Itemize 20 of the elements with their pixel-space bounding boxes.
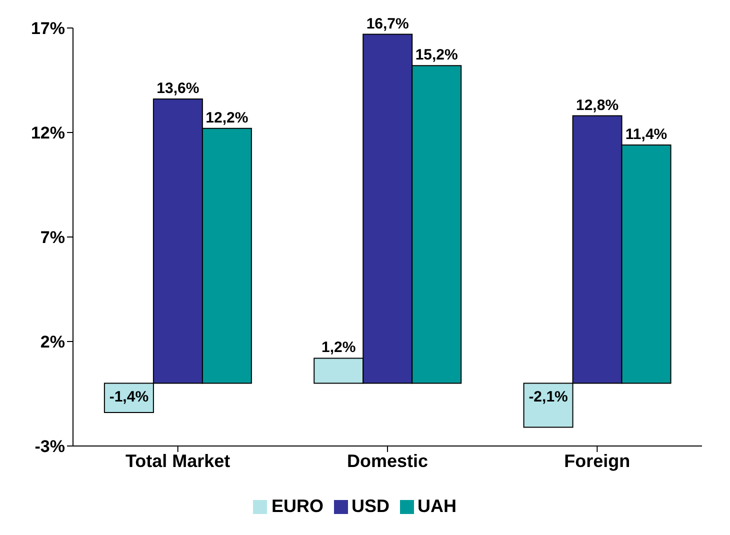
y-tick-label: 12% — [30, 124, 65, 143]
data-label: 11,4% — [625, 126, 668, 144]
y-tick-label: 7% — [40, 228, 65, 248]
legend-label: USD — [352, 496, 390, 516]
data-label: -1,4% — [109, 388, 149, 406]
x-tick-label: Total Market — [125, 450, 230, 471]
data-label: 12,8% — [576, 96, 619, 114]
data-label: 16,7% — [366, 15, 409, 32]
data-label: 15,2% — [415, 46, 458, 64]
data-label: 1,2% — [322, 339, 356, 356]
data-label: -2,1% — [528, 388, 568, 406]
y-tick-label: -3% — [34, 437, 65, 456]
y-tick-label: 17% — [30, 19, 65, 38]
data-label: 13,6% — [156, 80, 200, 98]
legend-label: UAH — [418, 496, 457, 516]
x-tick-label: Foreign — [564, 450, 630, 471]
x-tick-label: Domestic — [346, 450, 428, 471]
data-label: 12,2% — [206, 109, 248, 126]
y-tick-label: 2% — [40, 332, 65, 352]
legend-label: EURO — [271, 496, 324, 516]
